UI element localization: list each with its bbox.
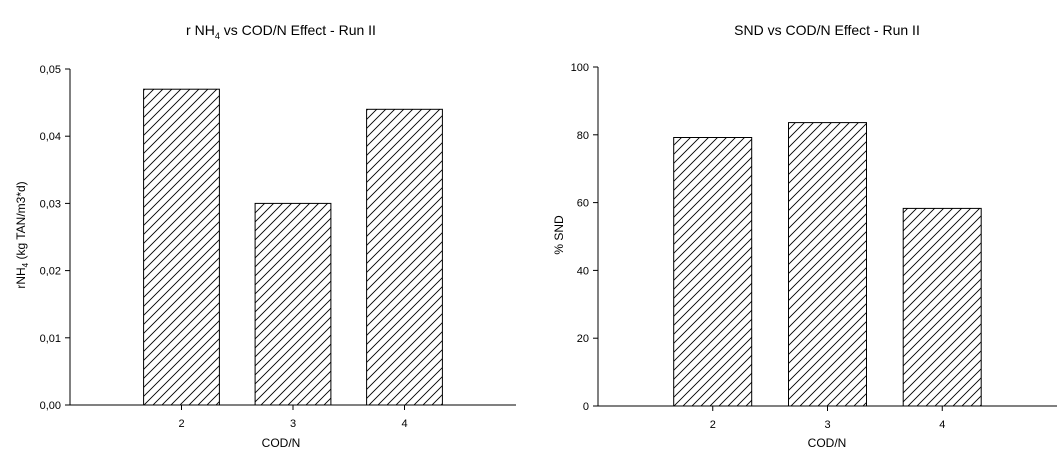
left-x-tick-label: 2 (178, 418, 184, 430)
left-y-tick-label: 0,03 (40, 198, 61, 210)
right-y-tick-label: 20 (577, 333, 589, 345)
left-chart-title: r NH4 vs COD/N Effect - Run II (186, 22, 376, 41)
right-bar-2 (673, 137, 753, 407)
right-bar-3 (788, 122, 867, 407)
right-bar-4 (902, 207, 982, 407)
left-bar-2 (143, 88, 220, 406)
left-x-axis-label: COD/N (262, 436, 301, 450)
left-chart: r NH4 vs COD/N Effect - Run II 2 3 4 0,00 0,… (14, 22, 516, 450)
left-y-tick-label: 0,00 (40, 400, 61, 412)
left-y-tick-label: 0,05 (40, 64, 61, 76)
left-y-tick-label: 0,04 (40, 131, 61, 143)
right-x-tick-label: 2 (710, 419, 716, 431)
right-x-tick-label: 3 (824, 419, 830, 431)
right-y-tick-label: 100 (571, 62, 589, 74)
left-bar-4 (366, 108, 443, 406)
right-y-tick-label: 60 (577, 198, 589, 210)
left-y-tick-label: 0,02 (40, 266, 61, 278)
right-x-tick-label: 4 (939, 419, 945, 431)
right-y-tick-label: 0 (583, 401, 589, 413)
right-y-tick-label: 40 (577, 265, 589, 277)
left-bar-3 (254, 202, 332, 406)
right-chart: SND vs COD/N Effect - Run II 2 3 402040608… (552, 22, 1057, 450)
left-x-tick-label: 4 (401, 418, 407, 430)
right-y-tick-label: 80 (577, 130, 589, 142)
right-x-axis-label: COD/N (808, 436, 847, 450)
right-chart-title: SND vs COD/N Effect - Run II (734, 22, 920, 38)
left-y-tick-label: 0,01 (40, 333, 61, 345)
left-plot-area: 2 3 4 0,00 0,01 0,02 0,03 0,04 0,05 (40, 64, 516, 430)
left-x-tick-label: 3 (290, 418, 296, 430)
left-y-axis-label: rNH4 (kg TAN/m3*d) (14, 181, 30, 288)
right-y-axis-label: % SND (552, 215, 566, 255)
